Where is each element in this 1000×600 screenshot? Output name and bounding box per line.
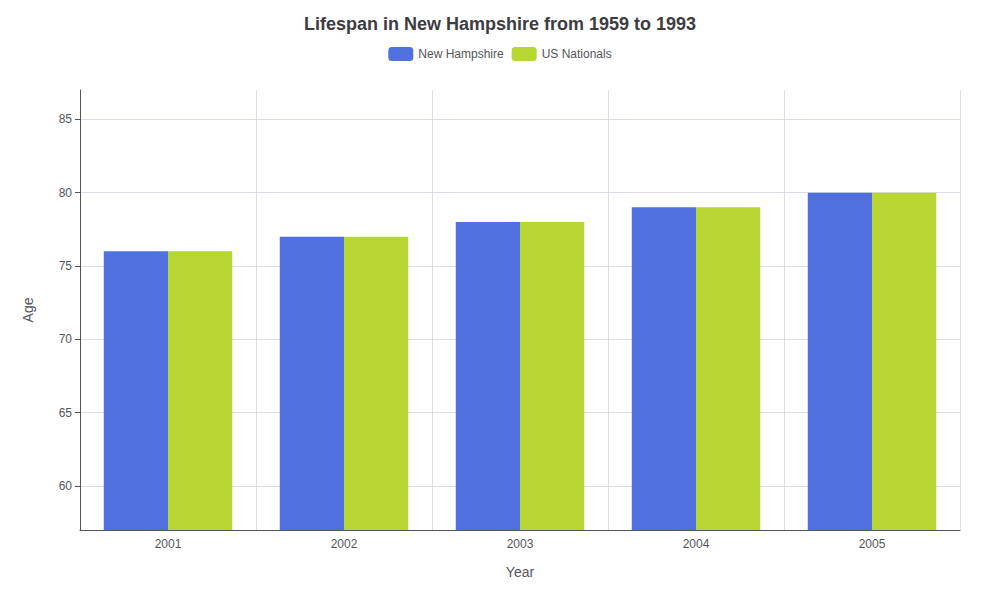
svg-text:85: 85 bbox=[59, 112, 73, 126]
svg-text:65: 65 bbox=[59, 406, 73, 420]
svg-text:60: 60 bbox=[59, 479, 73, 493]
svg-text:80: 80 bbox=[59, 186, 73, 200]
svg-text:2003: 2003 bbox=[507, 537, 534, 551]
svg-text:70: 70 bbox=[59, 332, 73, 346]
svg-text:2004: 2004 bbox=[683, 537, 710, 551]
svg-text:Age: Age bbox=[20, 297, 36, 322]
svg-text:Lifespan in New Hampshire from: Lifespan in New Hampshire from 1959 to 1… bbox=[304, 14, 696, 34]
svg-text:2001: 2001 bbox=[155, 537, 182, 551]
svg-text:Year: Year bbox=[506, 564, 535, 580]
svg-text:US Nationals: US Nationals bbox=[542, 47, 612, 61]
svg-text:75: 75 bbox=[59, 259, 73, 273]
svg-text:2005: 2005 bbox=[859, 537, 886, 551]
svg-text:New Hampshire: New Hampshire bbox=[418, 47, 504, 61]
svg-text:2002: 2002 bbox=[331, 537, 358, 551]
